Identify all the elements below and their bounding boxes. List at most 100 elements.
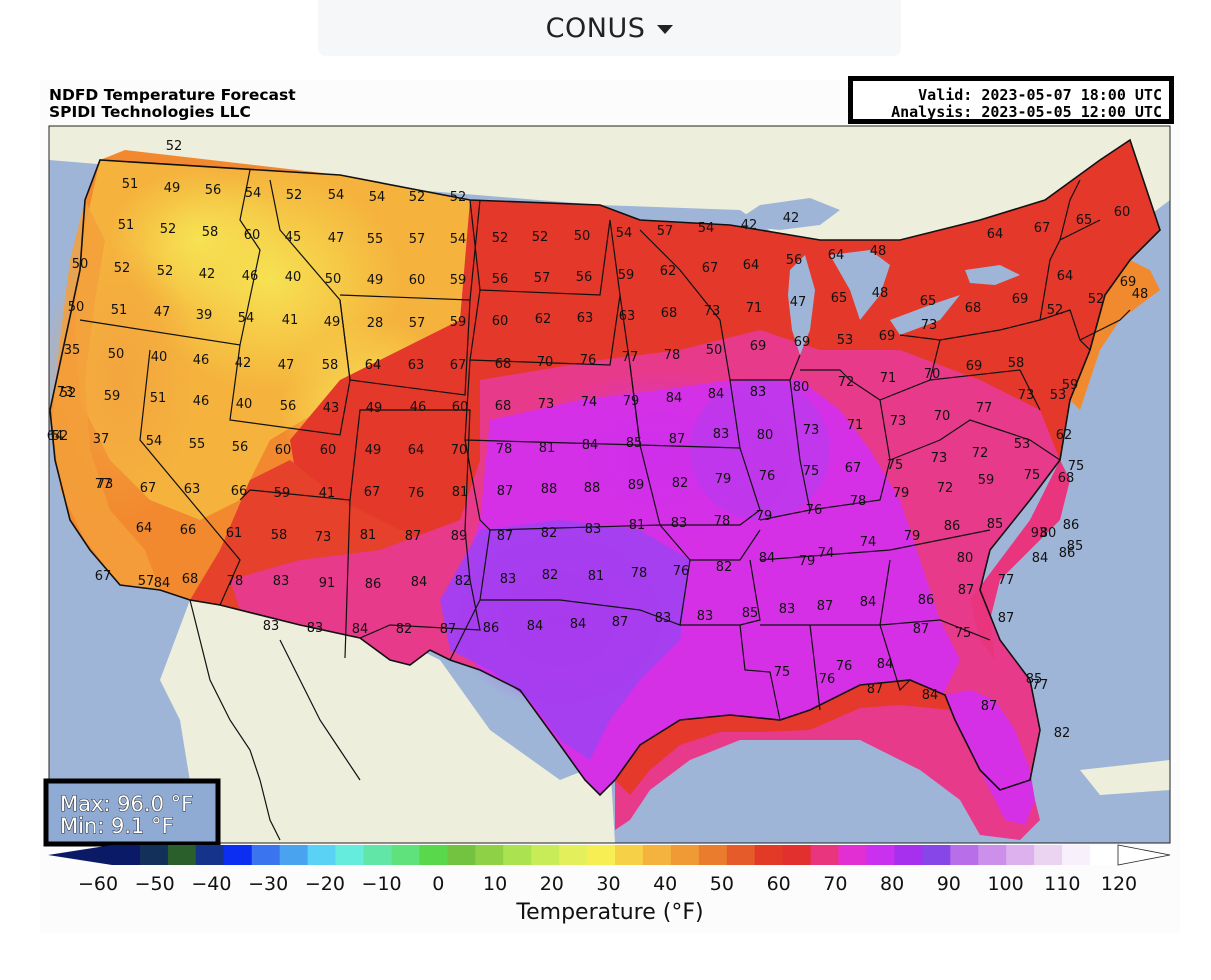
colorbar-segment — [838, 845, 868, 865]
station-temp-label: 78 — [664, 348, 681, 363]
station-temp-label: 83 — [307, 621, 324, 636]
colorbar-segment — [615, 845, 644, 865]
station-temp-label: 75 — [955, 626, 972, 641]
station-temp-label: 35 — [64, 343, 81, 358]
station-temp-label: 84 — [352, 622, 369, 637]
station-temp-label: 80 — [957, 551, 974, 566]
min-value: Min: 9.1 °F — [60, 814, 174, 838]
station-temp-label: 69 — [1012, 292, 1029, 307]
colorbar-segment — [447, 845, 476, 865]
station-temp-label: 88 — [541, 482, 558, 497]
colorbar-tick-label: −60 — [78, 873, 118, 895]
station-temp-label: 70 — [934, 409, 951, 424]
station-temp-label: 67 — [450, 358, 467, 373]
station-temp-label: 75 — [1024, 468, 1041, 483]
colorbar-segment — [391, 845, 420, 865]
colorbar-segment — [978, 845, 1007, 865]
station-temp-label: 85 — [626, 436, 643, 451]
station-temp-label: 87 — [669, 432, 686, 447]
colorbar-tick-label: −40 — [191, 873, 231, 895]
mexico-land — [160, 600, 615, 843]
station-temp-label: 64 — [828, 248, 845, 263]
map-title: NDFD Temperature Forecast — [49, 86, 296, 104]
colorbar-tick-label: −50 — [135, 873, 175, 895]
station-temp-label: 81 — [629, 518, 646, 533]
station-temp-label: 52 — [286, 188, 303, 203]
station-temp-label: 52 — [532, 230, 549, 245]
chevron-down-icon — [657, 24, 674, 34]
colorbar-tick-label: 60 — [767, 873, 791, 895]
colorbar-tick-label: 120 — [1101, 873, 1137, 895]
station-temp-label: 72 — [937, 481, 954, 496]
station-temp-label: 48 — [1132, 287, 1149, 302]
station-temp-label: 60 — [275, 443, 292, 458]
map-canvas: 52 51 49 56 54 52 54 54 52 52 51 52 58 60 45 47 55 57 54 52… — [43, 125, 1171, 925]
colorbar-segment — [112, 845, 141, 865]
station-temp-label: 57 — [409, 232, 426, 247]
station-temp-label: 53 — [1050, 388, 1067, 403]
colorbar-segment — [531, 845, 560, 865]
station-temp-label: 74 — [581, 395, 598, 410]
station-temp-label: 47 — [278, 358, 295, 373]
station-temp-label: 46 — [242, 269, 259, 284]
temperature-colorbar — [48, 844, 1171, 866]
station-temp-label: 56 — [232, 440, 249, 455]
station-temp-label: 63 — [577, 311, 594, 326]
station-temp-label: 57 — [409, 316, 426, 331]
station-temp-label: 69 — [966, 359, 983, 374]
station-temp-label: 73 — [921, 318, 938, 333]
station-temp-label: 69 — [794, 335, 811, 350]
region-dropdown[interactable]: CONUS — [318, 0, 901, 56]
station-temp-label: 74 — [818, 546, 835, 561]
station-temp-label: 83 — [585, 522, 602, 537]
station-temp-label: 67 — [140, 481, 157, 496]
station-temp-label: 63 — [619, 309, 636, 324]
station-temp-label: 82 — [716, 560, 733, 575]
station-temp-label: 85 — [742, 606, 759, 621]
station-temp-label: 43 — [323, 401, 340, 416]
station-temp-label: 76 — [408, 486, 425, 501]
station-temp-label: 83 — [750, 385, 767, 400]
colorbar-segment — [1034, 845, 1063, 865]
station-temp-label: 81 — [360, 528, 377, 543]
lake-ontario — [965, 265, 1020, 285]
colorbar-segment — [503, 845, 532, 865]
station-temp-label: 42 — [783, 211, 800, 226]
station-temp-label: 72 — [838, 375, 855, 390]
station-temp-label: 73 — [538, 397, 555, 412]
station-temp-label: 37 — [93, 432, 110, 447]
station-temp-label: 77 — [976, 401, 993, 416]
station-temp-label: 52 — [409, 190, 426, 205]
station-temp-label: 76 — [836, 659, 853, 674]
station-temp-label: 64 — [47, 429, 64, 444]
station-temp-label: 87 — [867, 682, 884, 697]
station-temp-label: 49 — [366, 401, 383, 416]
temperature-labels: 52 51 49 56 54 52 54 54 52 52 51 52 58 60 45 47 55 57 54 52… — [47, 139, 1149, 741]
station-temp-label: 62 — [535, 312, 552, 327]
station-temp-label: 78 — [714, 514, 731, 529]
station-temp-label: 52 — [160, 222, 177, 237]
station-temp-label: 87 — [497, 529, 514, 544]
station-temp-label: 87 — [998, 611, 1015, 626]
colorbar-tick-label: 110 — [1044, 873, 1080, 895]
station-temp-label: 86 — [1059, 546, 1076, 561]
station-temp-label: 40 — [236, 397, 253, 412]
station-temp-label: 79 — [756, 509, 773, 524]
station-temp-label: 56 — [492, 272, 509, 287]
station-temp-label: 84 — [411, 575, 428, 590]
colorbar-tick-label: 10 — [483, 873, 507, 895]
valid-time: Valid: 2023-05-07 18:00 UTC — [918, 86, 1162, 104]
colorbar-segment — [139, 845, 169, 865]
station-temp-label: 54 — [616, 226, 633, 241]
station-temp-label: 82 — [455, 574, 472, 589]
station-temp-label: 54 — [245, 186, 262, 201]
colorbar-segment — [195, 845, 225, 865]
station-temp-label: 84 — [570, 617, 587, 632]
station-temp-label: 48 — [872, 286, 889, 301]
station-temp-label: 83 — [263, 619, 280, 634]
station-temp-label: 54 — [146, 434, 163, 449]
station-temp-label: 80 — [793, 380, 810, 395]
station-temp-label: 62 — [660, 264, 677, 279]
station-temp-label: 50 — [325, 272, 342, 287]
station-temp-label: 47 — [154, 305, 171, 320]
